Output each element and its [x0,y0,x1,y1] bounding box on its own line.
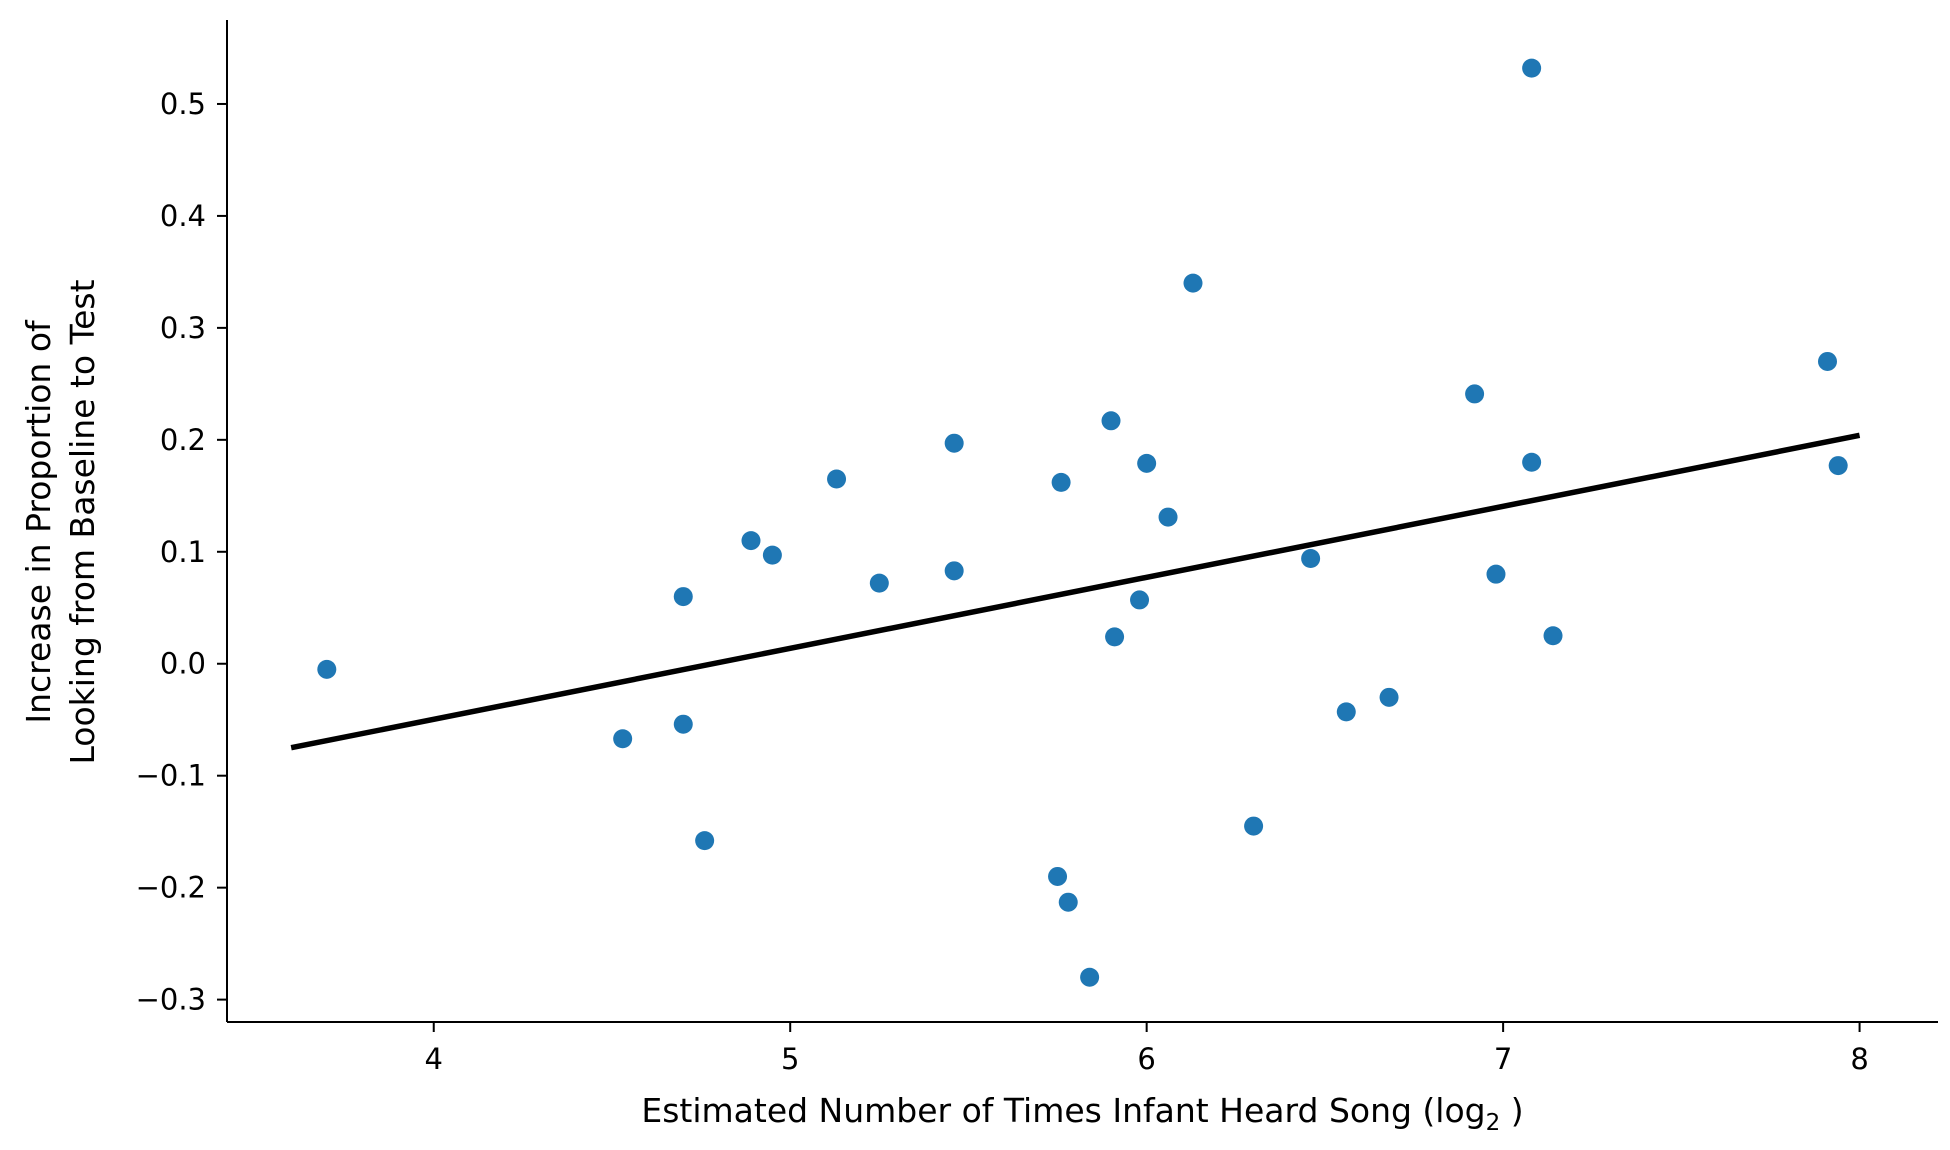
scatter-point [1058,892,1078,912]
scatter-point [1522,452,1542,472]
scatter-point [1101,411,1121,431]
y-axis-title-line-2: Looking from Baseline to Test [63,279,102,764]
scatter-point [613,729,633,749]
plot-area [290,58,1861,987]
scatter-point [1137,453,1157,473]
scatter-point [1080,967,1100,987]
x-axis-title: Estimated Number of Times Infant Heard S… [641,1091,1523,1136]
scatter-point [1828,456,1848,476]
y-axis-title-line-1: Increase in Proportion of [19,319,58,724]
scatter-point [869,573,889,593]
scatter-point [1301,549,1321,569]
scatter-point [1183,273,1203,293]
scatter-point [1130,590,1150,610]
x-tick-label: 4 [425,1042,443,1076]
scatter-point [1051,472,1071,492]
x-tick-label: 5 [781,1042,799,1076]
y-ticks: −0.3 −0.2 −0.1 0.0 0.1 0.2 0.3 0.4 0.5 [136,87,227,1017]
scatter-point [1048,866,1068,886]
scatter-point [1336,702,1356,722]
y-tick-label: −0.2 [136,871,206,905]
y-tick-label: 0.3 [160,311,206,345]
y-tick-label: 0.4 [160,199,206,233]
y-tick-label: 0.5 [160,87,206,121]
axes [226,20,1938,1023]
scatter-point [695,831,715,851]
x-tick-label: 7 [1494,1042,1512,1076]
scatter-point [944,433,964,453]
scatter-point [673,714,693,734]
scatter-point [673,587,693,607]
scatter-point [1522,58,1542,78]
scatter-point [317,659,337,679]
scatter-point [1105,627,1125,647]
scatter-point [944,561,964,581]
y-tick-label: 0.1 [160,535,206,569]
y-tick-label: 0.2 [160,423,206,457]
y-axis-title: Increase in Proportion of Looking from B… [19,279,102,764]
scatter-point [1379,687,1399,707]
scatter-point [1543,626,1563,646]
x-axis-title-suffix: ) [1500,1091,1523,1130]
x-tick-label: 8 [1850,1042,1868,1076]
regression-line [290,432,1861,751]
scatter-point [1244,816,1264,836]
scatter-point [827,469,847,489]
x-tick-label: 6 [1137,1042,1155,1076]
y-tick-label: −0.3 [136,983,206,1017]
scatter-point [1158,507,1178,527]
scatter-point [1817,351,1837,371]
scatter-point [1486,564,1506,584]
scatter-point [1465,384,1485,404]
x-axis-title-main: Estimated Number of Times Infant Heard S… [641,1091,1485,1130]
x-ticks: 4 5 6 7 8 [425,1022,1869,1076]
x-axis-title-subscript: 2 [1486,1110,1501,1136]
y-tick-label: −0.1 [136,759,206,793]
y-tick-label: 0.0 [160,647,206,681]
scatter-point [762,545,782,565]
scatter-point [741,531,761,551]
